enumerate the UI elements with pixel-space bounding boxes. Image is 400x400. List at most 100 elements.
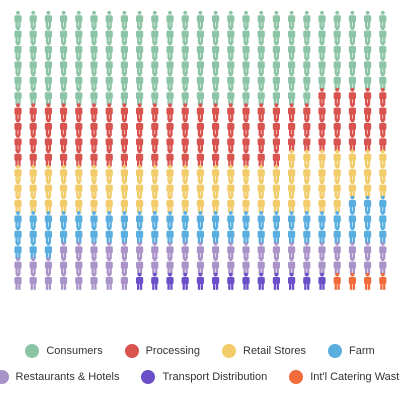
person-icon-retail-stores bbox=[348, 180, 356, 198]
person-icon-processing bbox=[196, 134, 204, 152]
person-icon-consumers bbox=[151, 87, 159, 105]
person-icon-farm bbox=[136, 211, 144, 229]
person-icon-retail-stores bbox=[60, 195, 68, 213]
person-icon-processing bbox=[212, 149, 220, 167]
person-icon-restaurants-hotels bbox=[288, 241, 296, 259]
person-icon-consumers bbox=[348, 41, 356, 59]
person-icon-farm bbox=[75, 211, 83, 229]
person-icon-processing bbox=[272, 103, 280, 121]
person-icon-consumers bbox=[105, 26, 113, 44]
person-icon-retail-stores bbox=[379, 164, 387, 182]
person-icon-farm bbox=[136, 226, 144, 244]
person-icon-restaurants-hotels bbox=[60, 257, 68, 275]
person-icon-processing bbox=[242, 103, 250, 121]
legend-item-intl-catering-waste[interactable]: Int'l Catering Waste bbox=[289, 370, 400, 384]
person-icon-processing bbox=[181, 103, 189, 121]
person-icon-consumers bbox=[227, 72, 235, 90]
person-icon-processing bbox=[90, 134, 98, 152]
legend-swatch-restaurants-hotels bbox=[0, 370, 9, 384]
person-icon-consumers bbox=[166, 72, 174, 90]
person-icon-consumers bbox=[272, 87, 280, 105]
person-icon-retail-stores bbox=[348, 164, 356, 182]
legend-label-restaurants-hotels: Restaurants & Hotels bbox=[15, 371, 120, 383]
person-icon-consumers bbox=[212, 72, 220, 90]
person-icon-consumers bbox=[288, 10, 296, 28]
person-icon-farm bbox=[29, 211, 37, 229]
person-icon-processing bbox=[181, 149, 189, 167]
person-icon-consumers bbox=[44, 57, 52, 75]
legend-item-processing[interactable]: Processing bbox=[124, 344, 200, 358]
person-icon-consumers bbox=[105, 72, 113, 90]
person-icon-consumers bbox=[333, 72, 341, 90]
person-icon-farm bbox=[318, 226, 326, 244]
person-icon-int-l-catering-waste bbox=[379, 272, 387, 290]
person-icon-retail-stores bbox=[379, 149, 387, 167]
person-icon-restaurants-hotels bbox=[90, 257, 98, 275]
person-icon-consumers bbox=[227, 87, 235, 105]
person-icon-consumers bbox=[166, 41, 174, 59]
person-icon-farm bbox=[333, 211, 341, 229]
person-icon-processing bbox=[60, 134, 68, 152]
person-icon-processing bbox=[75, 134, 83, 152]
person-icon-consumers bbox=[348, 57, 356, 75]
person-icon-consumers bbox=[242, 10, 250, 28]
person-icon-consumers bbox=[272, 10, 280, 28]
person-icon-consumers bbox=[196, 41, 204, 59]
person-icon-restaurants-hotels bbox=[75, 272, 83, 290]
person-icon-consumers bbox=[44, 72, 52, 90]
person-icon-retail-stores bbox=[318, 195, 326, 213]
person-icon-processing bbox=[136, 134, 144, 152]
legend: Consumers Processing Retail Stores Farm … bbox=[0, 338, 400, 398]
person-icon-processing bbox=[212, 134, 220, 152]
legend-label-processing: Processing bbox=[145, 345, 200, 357]
person-icon-consumers bbox=[151, 26, 159, 44]
person-icon-retail-stores bbox=[120, 164, 128, 182]
person-icon-retail-stores bbox=[227, 180, 235, 198]
legend-item-restaurants-hotels[interactable]: Restaurants & Hotels bbox=[0, 370, 119, 384]
person-icon-consumers bbox=[120, 87, 128, 105]
legend-item-transport-distribution[interactable]: Transport Distribution bbox=[141, 370, 267, 384]
person-icon-consumers bbox=[60, 26, 68, 44]
person-icon-processing bbox=[60, 103, 68, 121]
person-icon-restaurants-hotels bbox=[44, 257, 52, 275]
legend-item-consumers[interactable]: Consumers bbox=[25, 344, 103, 358]
person-icon-consumers bbox=[75, 87, 83, 105]
person-icon-processing bbox=[227, 134, 235, 152]
person-icon-processing bbox=[318, 134, 326, 152]
person-icon-consumers bbox=[242, 41, 250, 59]
person-icon-processing bbox=[151, 134, 159, 152]
person-icon-retail-stores bbox=[105, 164, 113, 182]
person-icon-processing bbox=[379, 87, 387, 105]
person-icon-consumers bbox=[333, 10, 341, 28]
person-icon-consumers bbox=[120, 72, 128, 90]
person-icon-consumers bbox=[257, 72, 265, 90]
person-icon-restaurants-hotels bbox=[120, 272, 128, 290]
person-icon-processing bbox=[90, 103, 98, 121]
person-icon-processing bbox=[379, 103, 387, 121]
person-icon-consumers bbox=[136, 10, 144, 28]
person-icon-consumers bbox=[60, 10, 68, 28]
legend-swatch-intl-catering-waste bbox=[289, 370, 304, 384]
person-icon-consumers bbox=[288, 41, 296, 59]
person-icon-consumers bbox=[14, 87, 22, 105]
person-icon-processing bbox=[75, 103, 83, 121]
person-icon-restaurants-hotels bbox=[105, 272, 113, 290]
person-icon-processing bbox=[288, 118, 296, 136]
legend-item-farm[interactable]: Farm bbox=[327, 344, 375, 358]
person-icon-retail-stores bbox=[288, 195, 296, 213]
person-icon-retail-stores bbox=[44, 180, 52, 198]
person-icon-consumers bbox=[364, 10, 372, 28]
legend-item-retail-stores[interactable]: Retail Stores bbox=[222, 344, 306, 358]
person-icon-consumers bbox=[166, 57, 174, 75]
person-icon-retail-stores bbox=[242, 180, 250, 198]
person-icon-processing bbox=[348, 103, 356, 121]
person-icon-farm bbox=[196, 211, 204, 229]
person-icon-consumers bbox=[333, 26, 341, 44]
person-icon-processing bbox=[333, 87, 341, 105]
person-icon-farm bbox=[318, 211, 326, 229]
person-icon-processing bbox=[318, 87, 326, 105]
person-icon-restaurants-hotels bbox=[303, 257, 311, 275]
legend-row-2: Restaurants & Hotels Transport Distribut… bbox=[0, 364, 400, 390]
person-icon-restaurants-hotels bbox=[348, 257, 356, 275]
person-icon-farm bbox=[151, 211, 159, 229]
